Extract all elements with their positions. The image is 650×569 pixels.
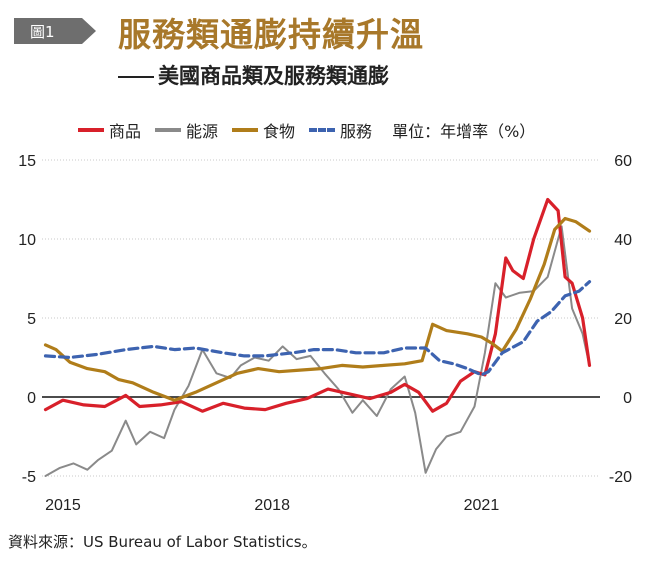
legend-swatch-energy [155, 128, 182, 132]
figure-number: 圖1 [30, 23, 55, 41]
legend-swatch-goods [78, 128, 104, 132]
y-left-tick-label: 0 [27, 390, 36, 407]
legend-label-goods: 商品 [109, 122, 142, 141]
series-line-services [43, 280, 592, 377]
subtitle-dash [118, 76, 154, 78]
y-right-tick-label: 40 [614, 232, 632, 249]
legend-item-services: 服務 [309, 118, 372, 142]
legend-label-food: 食物 [263, 122, 296, 141]
legend-label-services: 服務 [340, 122, 373, 141]
y-left-tick-label: 5 [27, 311, 36, 328]
legend-item-food: 食物 [232, 118, 295, 142]
y-right-tick-label: -20 [609, 469, 632, 486]
y-right-tick-label: 60 [614, 153, 632, 170]
chart-title: 服務類通膨持續升溫 [118, 15, 424, 54]
y-left-tick-label: 15 [18, 153, 36, 170]
series-line-goods [43, 197, 592, 413]
tag-arrow-shape [14, 18, 96, 44]
chart-legend: 商品 能源 食物 服務 單位：年增率（%） [78, 118, 535, 142]
series-line-energy [44, 225, 591, 477]
x-tick-label: 2015 [45, 497, 81, 514]
legend-label-energy: 能源 [186, 122, 219, 141]
unit-label: 單位：年增率（%） [392, 122, 536, 141]
y-left-tick-label: -5 [22, 469, 36, 486]
legend-item-energy: 能源 [155, 118, 218, 142]
figure-number-tag: 圖1 [14, 18, 96, 44]
series-line-food [43, 216, 592, 402]
y-right-tick-label: 20 [614, 311, 632, 328]
subtitle-text: 美國商品類及服務類通膨 [158, 64, 389, 88]
legend-swatch-food [232, 128, 259, 132]
y-left-tick-label: 10 [18, 232, 36, 249]
chart-subtitle: 美國商品類及服務類通膨 [118, 60, 389, 90]
x-tick-label: 2018 [254, 497, 290, 514]
legend-swatch-services [309, 128, 336, 132]
x-tick-label: 2021 [464, 497, 500, 514]
legend-item-goods: 商品 [78, 118, 141, 142]
y-right-tick-label: 0 [623, 390, 632, 407]
source-note: 資料來源：US Bureau of Labor Statistics。 [8, 533, 317, 551]
